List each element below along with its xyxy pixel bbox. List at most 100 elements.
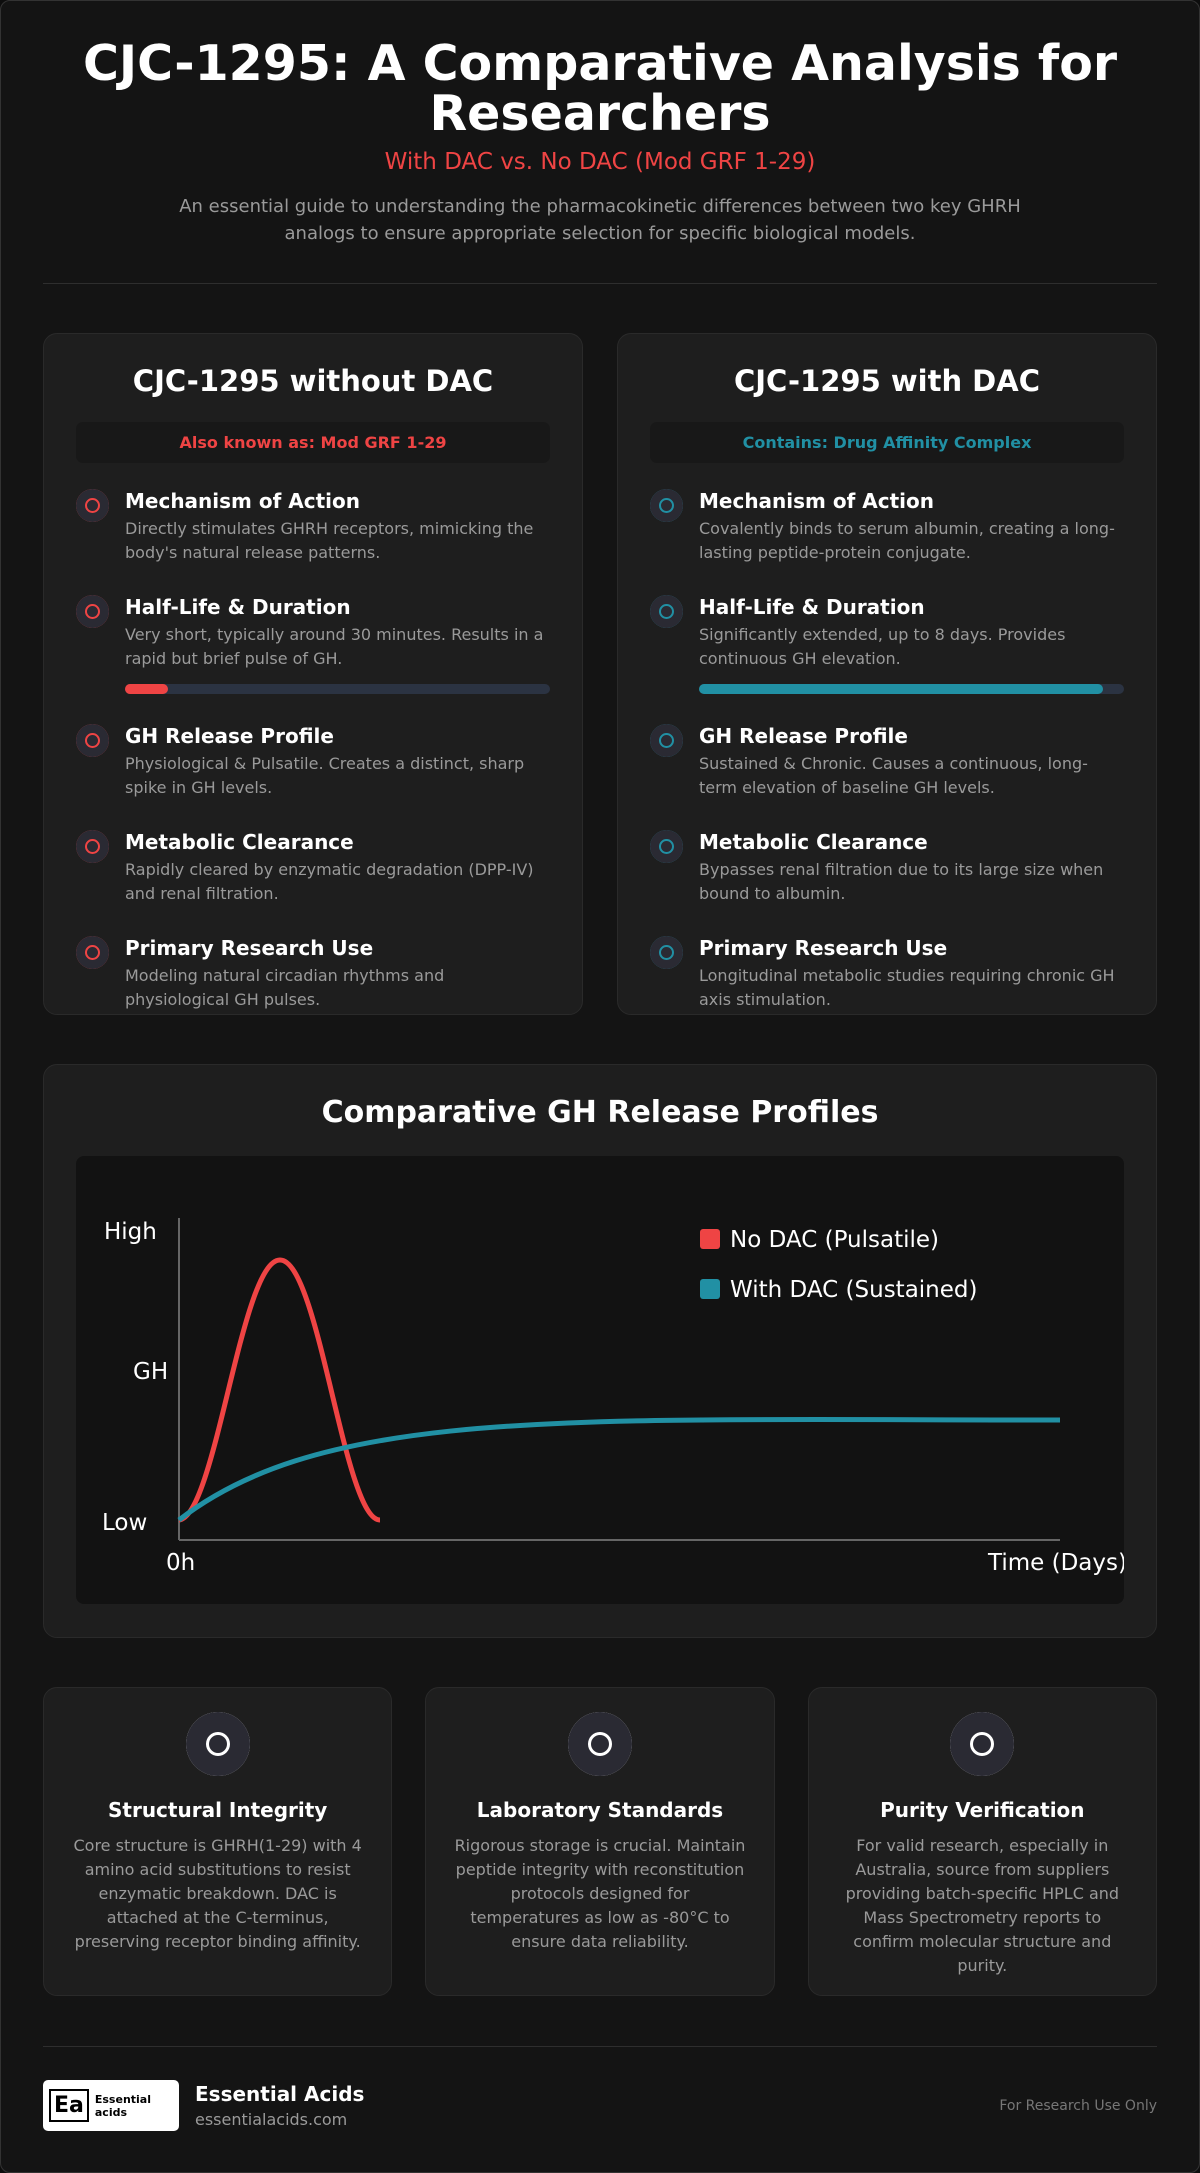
feature-text: Core structure is GHRH(1-29) with 4 amin…	[73, 1836, 362, 1951]
chart-title: Comparative GH Release Profiles	[321, 1095, 879, 1130]
item-icon	[650, 595, 683, 628]
item-icon	[650, 489, 683, 522]
chart: High GH Low 0h Time (Days) No DAC (Pulsa…	[76, 1156, 1124, 1604]
item-text: Covalently binds to serum albumin, creat…	[699, 519, 1115, 562]
item-body: Primary Research Use Modeling natural cir…	[125, 936, 550, 1012]
card-item: Half-Life & Duration Significantly extend…	[650, 595, 1124, 694]
item-text: Rapidly cleared by enzymatic degradation…	[125, 860, 534, 903]
brand: Essential Acids essentialacids.com	[195, 2082, 364, 2129]
item-body: Primary Research Use Longitudinal metabol…	[699, 936, 1124, 1012]
item-body: Metabolic Clearance Bypasses renal filtra…	[699, 830, 1124, 906]
legend-label: No DAC (Pulsatile)	[730, 1227, 939, 1253]
item-text: Longitudinal metabolic studies requiring…	[699, 966, 1115, 1009]
feature-title: Structural Integrity	[107, 1798, 328, 1822]
feature-text: Rigorous storage is crucial. Maintain pe…	[454, 1836, 746, 1951]
duration-bar	[699, 684, 1124, 694]
item-icon	[650, 830, 683, 863]
comparison-card: CJC-1295 with DAC Contains: Drug Affinity…	[617, 333, 1157, 1015]
cards: CJC-1295 without DAC Also known as: Mod G…	[43, 333, 1157, 1015]
item-text: Physiological & Pulsatile. Creates a dis…	[125, 754, 525, 797]
feature-card: Laboratory Standards Rigorous storage is …	[425, 1687, 775, 1996]
item-icon	[76, 936, 109, 969]
feature-title: Laboratory Standards	[476, 1798, 724, 1822]
item-body: GH Release Profile Sustained & Chronic. C…	[699, 724, 1124, 800]
brand-url: essentialacids.com	[195, 2110, 348, 2129]
item-heading: GH Release Profile	[125, 724, 334, 748]
item-heading: Mechanism of Action	[699, 489, 934, 513]
card-title: CJC-1295 with DAC	[733, 364, 1040, 398]
feature-text: For valid research, especially in Austra…	[845, 1836, 1120, 1975]
item-heading: Primary Research Use	[699, 936, 948, 960]
item-heading: Half-Life & Duration	[699, 595, 925, 619]
y-label: Low	[102, 1510, 147, 1536]
card-item: Metabolic Clearance Rapidly cleared by en…	[76, 830, 550, 906]
feature-icon	[567, 1712, 632, 1776]
item-text: Modeling natural circadian rhythms and p…	[125, 966, 445, 1009]
footer: Ea Essential acids Essential Acids essenti…	[43, 2046, 1157, 2131]
title: CJC-1295: A Comparative Analysis for Res…	[82, 35, 1118, 142]
feature-title: Purity Verification	[880, 1798, 1085, 1822]
item-body: Half-Life & Duration Significantly extend…	[699, 595, 1124, 694]
logo-mark: Ea	[49, 2089, 89, 2122]
feature-card: Purity Verification For valid research, e…	[807, 1687, 1157, 1996]
feature-card: Structural Integrity Core structure is GH…	[43, 1687, 393, 1996]
item-body: GH Release Profile Physiological & Pulsat…	[125, 724, 550, 800]
card-item: Metabolic Clearance Bypasses renal filtra…	[650, 830, 1124, 906]
legend-swatch	[700, 1229, 720, 1249]
card-item: Primary Research Use Modeling natural cir…	[76, 936, 550, 1012]
card-item: Primary Research Use Longitudinal metabol…	[650, 936, 1124, 1012]
item-icon	[650, 724, 683, 757]
duration-bar	[125, 684, 550, 694]
card-item: GH Release Profile Physiological & Pulsat…	[76, 724, 550, 800]
subtitle: With DAC vs. No DAC (Mod GRF 1-29)	[384, 149, 816, 175]
x-label: Time (Days)	[987, 1550, 1124, 1576]
pulsatile-curve	[178, 1257, 381, 1523]
item-text: Significantly extended, up to 8 days. Pr…	[699, 625, 1066, 668]
item-icon	[76, 595, 109, 628]
card-item: Mechanism of Action Covalently binds to s…	[650, 489, 1124, 565]
feature-icon	[950, 1712, 1015, 1776]
card-tag: Contains: Drug Affinity Complex	[650, 422, 1124, 463]
item-icon	[650, 936, 683, 969]
card-item: Mechanism of Action Directly stimulates G…	[76, 489, 550, 565]
item-body: Mechanism of Action Directly stimulates G…	[125, 489, 550, 565]
item-heading: Primary Research Use	[125, 936, 374, 960]
item-body: Metabolic Clearance Rapidly cleared by en…	[125, 830, 550, 906]
item-text: Bypasses renal filtration due to its lar…	[699, 860, 1104, 903]
item-body: Mechanism of Action Covalently binds to s…	[699, 489, 1124, 565]
item-text: Sustained & Chronic. Causes a continuous…	[699, 754, 1088, 797]
item-heading: Metabolic Clearance	[699, 830, 928, 854]
duration-fill	[125, 684, 168, 694]
features: Structural Integrity Core structure is GH…	[43, 1687, 1157, 1996]
card-item: GH Release Profile Sustained & Chronic. C…	[650, 724, 1124, 800]
x-label: 0h	[166, 1550, 195, 1576]
legend-swatch	[700, 1279, 720, 1299]
chart-section: Comparative GH Release Profiles High GH …	[43, 1064, 1157, 1638]
card-title: CJC-1295 without DAC	[132, 364, 494, 398]
item-body: Half-Life & Duration Very short, typicall…	[125, 595, 550, 694]
logo-text: Essential acids	[94, 2092, 151, 2119]
item-text: Very short, typically around 30 minutes.…	[125, 625, 544, 668]
item-heading: GH Release Profile	[699, 724, 908, 748]
sustained-curve	[177, 1416, 1061, 1522]
brand-name: Essential Acids	[195, 2082, 365, 2106]
logo: Ea Essential acids	[43, 2080, 179, 2131]
footer-note: For Research Use Only	[999, 2097, 1157, 2114]
duration-fill	[699, 684, 1103, 694]
item-heading: Half-Life & Duration	[125, 595, 351, 619]
card-tag: Also known as: Mod GRF 1-29	[76, 422, 550, 463]
divider	[43, 283, 1157, 284]
card-item: Half-Life & Duration Very short, typicall…	[76, 595, 550, 694]
item-heading: Mechanism of Action	[125, 489, 360, 513]
item-icon	[76, 489, 109, 522]
y-label: GH	[133, 1359, 168, 1385]
feature-icon	[185, 1712, 250, 1776]
y-label: High	[104, 1219, 157, 1245]
item-text: Directly stimulates GHRH receptors, mimi…	[125, 519, 534, 562]
item-heading: Metabolic Clearance	[125, 830, 354, 854]
description: An essential guide to understanding the …	[179, 196, 1021, 244]
legend-label: With DAC (Sustained)	[730, 1277, 977, 1303]
